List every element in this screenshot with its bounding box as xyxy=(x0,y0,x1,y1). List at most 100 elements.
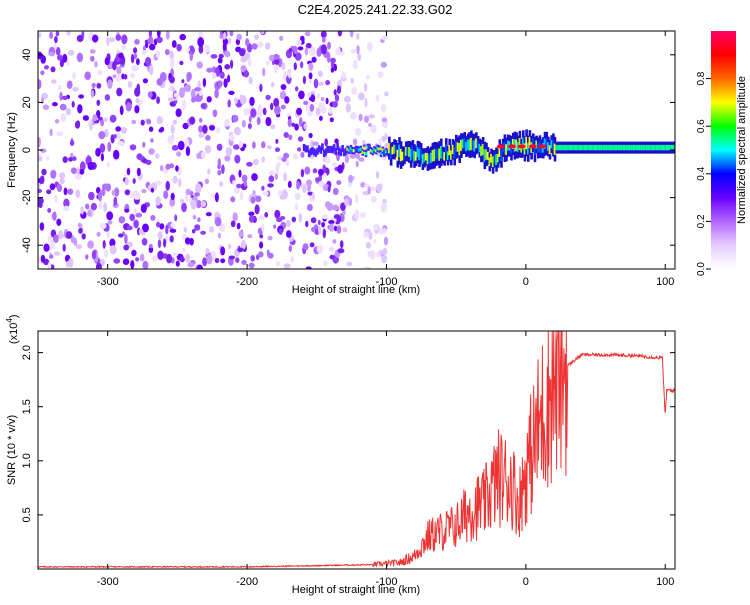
band-inner xyxy=(532,138,535,147)
noise-speck xyxy=(63,187,68,196)
noise-speck xyxy=(76,52,84,63)
noise-speck xyxy=(53,234,59,243)
noise-speck xyxy=(71,101,75,108)
noise-speck xyxy=(238,230,244,238)
noise-speck xyxy=(276,261,281,267)
band-inner xyxy=(624,144,627,151)
noise-speck xyxy=(190,199,197,210)
noise-speck xyxy=(257,215,265,221)
noise-speck xyxy=(43,243,50,252)
noise-speck xyxy=(96,231,101,237)
noise-speck xyxy=(88,191,95,201)
noise-speck xyxy=(274,64,278,74)
band-hotspot xyxy=(507,144,516,149)
band-inner xyxy=(413,150,416,162)
noise-speck xyxy=(312,168,318,174)
noise-speck xyxy=(202,77,207,88)
noise-speck xyxy=(166,253,173,264)
noise-speck xyxy=(316,92,320,99)
noise-speck xyxy=(383,236,389,246)
snr-x-ticks: -300 -200 -100 0 100 xyxy=(97,331,674,588)
noise-speck xyxy=(308,72,313,80)
noise-speck xyxy=(98,191,102,202)
y-tick-label: -20 xyxy=(21,190,33,206)
noise-speck xyxy=(46,156,50,161)
noise-speck xyxy=(279,35,284,41)
noise-speck xyxy=(333,89,337,96)
noise-speck xyxy=(264,212,269,218)
band-inner xyxy=(667,144,671,151)
noise-speck xyxy=(332,187,339,196)
noise-speck xyxy=(274,106,281,115)
band-inner xyxy=(488,157,492,166)
band-inner xyxy=(652,144,655,151)
noise-speck xyxy=(370,124,377,134)
band-inner xyxy=(617,144,620,151)
band-inner xyxy=(553,143,557,155)
band-inner xyxy=(600,144,604,151)
noise-speck xyxy=(284,96,290,104)
noise-speck xyxy=(252,190,256,196)
band-inner xyxy=(438,148,441,161)
noise-speck xyxy=(124,208,130,213)
noise-speck xyxy=(362,191,369,196)
noise-speck xyxy=(205,134,211,141)
noise-speck xyxy=(326,51,331,61)
noise-speck xyxy=(132,178,136,184)
noise-speck xyxy=(266,249,270,257)
band-inner xyxy=(612,144,615,151)
band-inner xyxy=(634,144,637,151)
noise-speck xyxy=(87,209,92,217)
band-inner xyxy=(523,143,527,155)
noise-speck xyxy=(228,37,232,45)
noise-speck xyxy=(212,109,218,118)
band-outer xyxy=(338,148,341,156)
noise-speck xyxy=(148,244,153,248)
noise-speck xyxy=(368,231,373,240)
y-tick-label: 20 xyxy=(21,96,33,108)
band-inner xyxy=(650,144,654,151)
noise-speck xyxy=(318,180,325,188)
noise-speck xyxy=(38,182,41,189)
noise-speck xyxy=(241,119,246,128)
noise-speck xyxy=(361,139,366,146)
noise-speck xyxy=(232,180,237,185)
noise-speck xyxy=(303,100,309,105)
band-outer xyxy=(312,148,316,156)
band-inner xyxy=(470,137,473,151)
y-tick-label: 1.0 xyxy=(21,453,33,468)
noise-speck xyxy=(336,225,342,234)
band-inner xyxy=(423,153,426,163)
noise-speck xyxy=(204,178,210,185)
noise-speck xyxy=(308,62,314,71)
band-inner xyxy=(593,144,597,151)
noise-speck xyxy=(204,145,212,154)
y-tick-label: 40 xyxy=(21,49,33,61)
noise-speck xyxy=(77,222,82,228)
noise-speck xyxy=(273,97,280,107)
noise-speck xyxy=(351,86,358,96)
noise-speck xyxy=(77,104,83,114)
noise-speck xyxy=(267,235,273,241)
noise-speck xyxy=(118,233,124,238)
band-inner xyxy=(406,146,410,156)
noise-speck xyxy=(145,56,152,67)
noise-speck xyxy=(224,119,231,127)
noise-speck xyxy=(183,227,187,233)
noise-speck xyxy=(38,152,42,158)
noise-speck xyxy=(376,251,381,258)
noise-speck xyxy=(125,102,132,112)
noise-speck xyxy=(102,240,106,249)
noise-speck xyxy=(126,225,133,231)
noise-speck xyxy=(348,174,354,183)
noise-speck xyxy=(179,88,185,98)
noise-speck xyxy=(38,156,43,162)
noise-speck xyxy=(249,96,255,106)
band-inner xyxy=(391,146,395,155)
noise-speck xyxy=(251,43,258,50)
noise-speck xyxy=(321,36,326,43)
noise-speck xyxy=(136,58,140,66)
noise-speck xyxy=(53,251,61,256)
band-inner xyxy=(647,144,650,151)
noise-speck xyxy=(355,153,361,160)
